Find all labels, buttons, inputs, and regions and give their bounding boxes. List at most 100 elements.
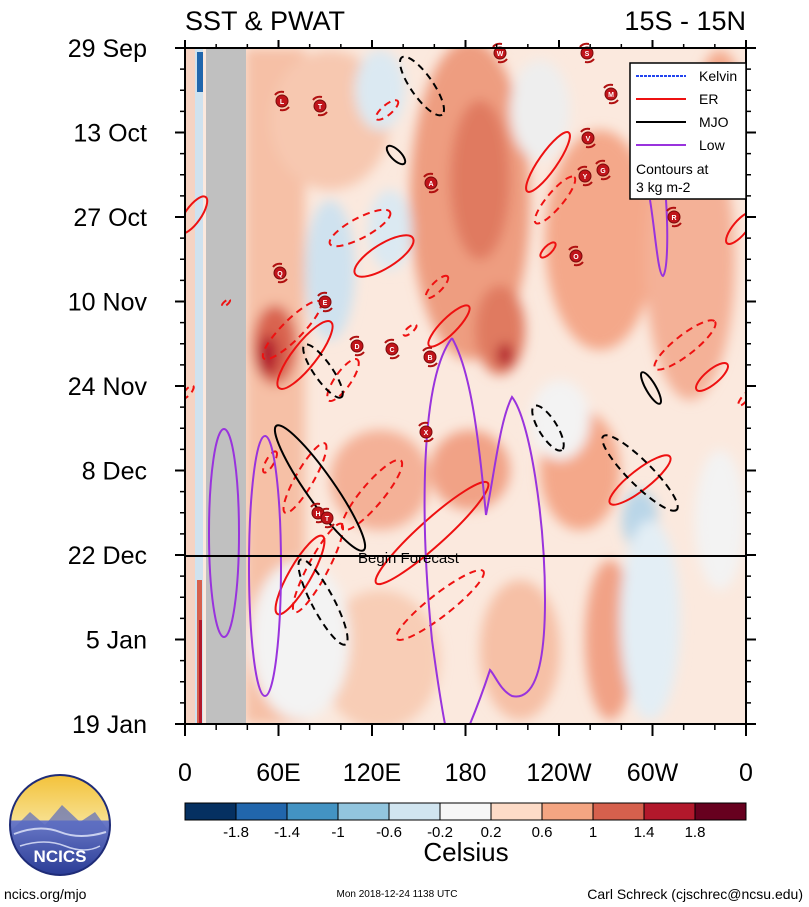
colorbar-swatch: [388, 802, 441, 821]
colorbar-label: Celsius: [423, 837, 508, 867]
storm-marker: L: [274, 90, 290, 112]
colorbar-tick-label: -0.2: [427, 824, 453, 841]
storm-marker: B: [422, 346, 438, 368]
storm-marker: T: [319, 507, 335, 529]
storm-marker: C: [384, 338, 400, 360]
colorbar-swatch: [337, 802, 390, 821]
storm-marker: R: [666, 206, 682, 228]
storm-marker-label: Q: [277, 271, 283, 278]
forecast-label: Begin Forecast: [358, 550, 460, 567]
storm-marker-label: C: [389, 347, 394, 354]
colorbar-swatch: [439, 802, 492, 821]
storm-marker-label: W: [497, 51, 504, 58]
storm-marker-label: T: [325, 516, 330, 523]
colorbar-tick-label: -1: [331, 824, 344, 841]
y-tick-label: 24 Nov: [68, 373, 148, 401]
storm-marker: D: [349, 335, 365, 357]
colorbar-tick-label: -1.8: [223, 824, 249, 841]
x-tick-label: 60W: [627, 759, 679, 787]
colorbar-swatch: [286, 802, 339, 821]
colorbar-tick-label: -1.4: [274, 824, 300, 841]
storm-marker-label: G: [600, 168, 606, 175]
y-tick-label: 10 Nov: [68, 289, 148, 317]
colorbar-tick-label: 1.4: [634, 824, 655, 841]
storm-marker: O: [568, 245, 584, 267]
x-tick-label: 120E: [343, 759, 401, 787]
x-tick-label: 180: [445, 759, 487, 787]
storm-marker-label: B: [427, 355, 432, 362]
legend-label-low: Low: [699, 137, 726, 153]
colorbar-tick-label: -0.6: [376, 824, 402, 841]
storm-marker-label: S: [585, 51, 590, 58]
colorbar-tick-label: 1.8: [685, 824, 706, 841]
x-tick-label: 120W: [526, 759, 592, 787]
colorbar-swatch: [643, 802, 696, 821]
y-tick-label: 29 Sep: [68, 35, 147, 63]
wave-contours: [185, 55, 746, 724]
y-axis: 29 Sep 13 Oct 27 Oct 10 Nov 24 Nov 8 Dec 22 De…: [68, 35, 756, 739]
logo-text: NCICS: [34, 847, 87, 866]
land-mask: [206, 48, 246, 724]
colorbar-swatch: [541, 802, 594, 821]
low-contours: [208, 199, 669, 724]
storm-marker-label: D: [354, 344, 359, 351]
storm-marker: V: [580, 127, 596, 149]
footer-url[interactable]: ncics.org/mjo: [4, 886, 87, 902]
y-tick-label: 22 Dec: [68, 542, 147, 570]
storm-marker: S: [579, 42, 595, 64]
legend-label-er: ER: [699, 91, 718, 107]
y-tick-label: 8 Dec: [82, 458, 147, 486]
legend-note-line2: 3 kg m-2: [636, 179, 691, 195]
footer-timestamp: Mon 2018-12-24 1138 UTC: [337, 889, 458, 900]
storm-marker-label: X: [424, 430, 429, 437]
ncics-logo: NCICS: [9, 774, 111, 876]
storm-marker: Y: [577, 165, 593, 187]
storm-marker: A: [423, 172, 439, 194]
legend-label-mjo: MJO: [699, 114, 729, 130]
storm-marker-label: H: [315, 511, 320, 518]
storm-marker: G: [595, 159, 611, 181]
y-tick-label: 19 Jan: [72, 711, 147, 739]
storm-marker-label: L: [280, 99, 285, 106]
x-tick-label: 0: [739, 759, 753, 787]
storm-marker: X: [418, 421, 434, 443]
colorbar-tick-label: 0.2: [481, 824, 502, 841]
storm-marker-label: E: [323, 300, 328, 307]
colorbar-swatch: [184, 802, 237, 821]
storm-marker-label: M: [608, 92, 614, 99]
mjo-negative-contours: [297, 55, 679, 646]
colorbar-swatch: [694, 802, 747, 821]
mjo-contours: [273, 144, 662, 552]
storm-marker-label: A: [428, 181, 433, 188]
storm-marker-label: V: [586, 136, 591, 143]
storm-marker-label: T: [318, 104, 323, 111]
storm-marker-label: R: [671, 215, 676, 222]
storm-marker: M: [603, 83, 619, 105]
colorbar-swatch: [235, 802, 288, 821]
colorbar-tick-label: 1: [589, 824, 597, 841]
storm-marker: T: [312, 95, 328, 117]
x-axis: 0 60E 120E 180 120W 60W 0: [178, 40, 753, 787]
footer-author: Carl Schreck (cjschrec@ncsu.edu): [587, 886, 803, 902]
colorbar-tick-label: 0.6: [532, 824, 553, 841]
chart-title-left: SST & PWAT: [185, 6, 345, 36]
legend: Kelvin ER MJO Low Contours at 3 kg m-2: [629, 62, 747, 200]
x-tick-label: 60E: [256, 759, 300, 787]
sst-field: [185, 48, 745, 724]
colorbar: -1.8 -1.4 -1 -0.6 -0.2 0.2 0.6 1 1.4 1.8: [184, 802, 747, 841]
storm-marker: E: [317, 291, 333, 313]
x-tick-label: 0: [178, 759, 192, 787]
legend-label-kelvin: Kelvin: [699, 68, 737, 84]
y-tick-label: 27 Oct: [73, 204, 147, 232]
y-tick-label: 5 Jan: [86, 627, 147, 655]
storm-marker-label: Y: [583, 174, 588, 181]
legend-note-line1: Contours at: [636, 161, 708, 177]
storm-marker: Q: [272, 262, 288, 284]
storm-marker-label: O: [573, 254, 579, 261]
chart-title-right: 15S - 15N: [624, 6, 746, 36]
y-tick-label: 13 Oct: [73, 120, 147, 148]
colorbar-swatch: [592, 802, 645, 821]
colorbar-swatch: [490, 802, 543, 821]
